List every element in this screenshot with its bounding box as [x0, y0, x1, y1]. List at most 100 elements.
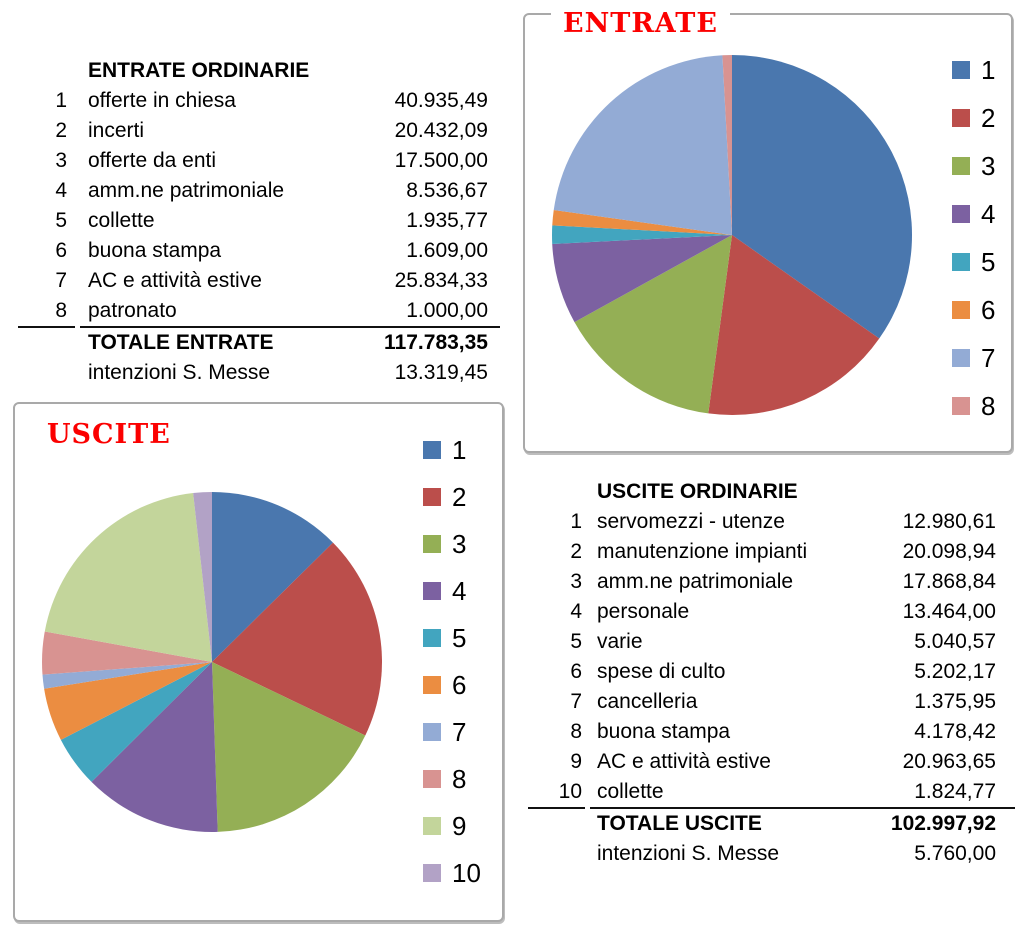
entrate-table-header: ENTRATE ORDINARIE [0, 56, 505, 86]
row-label: offerte in chiesa [88, 89, 236, 112]
uscite-table-divider [528, 807, 1015, 809]
legend-item-1: 1 [952, 55, 995, 85]
entrate-extra-value: 13.319,45 [394, 361, 488, 384]
legend-swatch-icon [952, 397, 970, 415]
legend-label: 6 [981, 294, 996, 325]
legend-item-8: 8 [423, 764, 481, 794]
row-value: 1.609,00 [406, 239, 488, 262]
row-num: 5 [55, 209, 67, 232]
row-label: collette [597, 780, 664, 803]
entrate-extra-row: intenzioni S. Messe 13.319,45 [0, 358, 505, 388]
pie-slice-1 [732, 54, 913, 339]
uscite-pie [42, 492, 383, 832]
row-value: 5.040,57 [914, 630, 996, 653]
row-num: 8 [55, 299, 67, 322]
pie-slice-3 [212, 662, 366, 832]
legend-label: 1 [452, 434, 467, 465]
pie-slice-4 [552, 235, 732, 323]
row-num: 2 [55, 119, 67, 142]
table-row: 6 buona stampa 1.609,00 [0, 236, 505, 266]
row-num: 8 [570, 720, 582, 743]
row-num: 3 [570, 570, 582, 593]
legend-swatch-icon [952, 61, 970, 79]
row-value: 20.963,65 [902, 750, 996, 773]
legend-swatch-icon [952, 205, 970, 223]
table-row: 6 spese di culto 5.202,17 [515, 657, 1015, 687]
row-num: 10 [558, 780, 582, 803]
row-num: 5 [570, 630, 582, 653]
legend-swatch-icon [423, 629, 441, 647]
pie-slice-9 [44, 493, 212, 662]
legend-item-7: 7 [423, 717, 481, 747]
row-label: personale [597, 600, 690, 623]
row-value: 17.868,84 [902, 570, 996, 593]
pie-slice-5 [551, 225, 732, 244]
legend-label: 1 [981, 54, 996, 85]
row-label: cancelleria [597, 690, 698, 713]
legend-label: 3 [981, 150, 996, 181]
pie-slice-10 [193, 492, 212, 662]
row-label: patronato [88, 299, 177, 322]
table-row: 4 personale 13.464,00 [515, 597, 1015, 627]
row-label: collette [88, 209, 155, 232]
row-num: 7 [55, 269, 67, 292]
row-label: incerti [88, 119, 145, 142]
entrate-table-body: 1 offerte in chiesa 40.935,49 2 incerti 20.43… [0, 86, 505, 326]
legend-swatch-icon [423, 770, 441, 788]
legend-swatch-icon [423, 582, 441, 600]
row-value: 1.824,77 [914, 780, 996, 803]
uscite-total-label: TOTALE USCITE [597, 812, 762, 835]
row-value: 40.935,49 [394, 89, 488, 112]
entrate-total-row: TOTALE ENTRATE 117.783,35 [0, 328, 505, 358]
pie-slice-7 [42, 662, 212, 689]
row-value: 13.464,00 [902, 600, 996, 623]
uscite-table: USCITE ORDINARIE 1 servomezzi - utenze 12.… [515, 477, 1015, 869]
legend-item-6: 6 [423, 670, 481, 700]
row-num: 2 [570, 540, 582, 563]
row-value: 12.980,61 [902, 510, 996, 533]
legend-item-6: 6 [952, 295, 995, 325]
table-row: 5 varie 5.040,57 [515, 627, 1015, 657]
legend-item-5: 5 [423, 623, 481, 653]
row-value: 4.178,42 [914, 720, 996, 743]
legend-label: 3 [452, 528, 467, 559]
entrate-table-divider [18, 326, 500, 328]
entrate-legend: 1 2 3 4 5 6 7 8 [952, 55, 995, 421]
table-row: 2 incerti 20.432,09 [0, 116, 505, 146]
legend-item-8: 8 [952, 391, 995, 421]
row-num: 6 [570, 660, 582, 683]
row-label: amm.ne patrimoniale [88, 179, 285, 202]
row-label: amm.ne patrimoniale [597, 570, 794, 593]
legend-swatch-icon [423, 817, 441, 835]
table-row: 7 cancelleria 1.375,95 [515, 687, 1015, 717]
table-row: 5 collette 1.935,77 [0, 206, 505, 236]
uscite-extra-label: intenzioni S. Messe [597, 842, 780, 865]
row-value: 17.500,00 [394, 149, 488, 172]
uscite-extra-value: 5.760,00 [914, 842, 996, 865]
row-num: 6 [55, 239, 67, 262]
legend-swatch-icon [423, 676, 441, 694]
legend-label: 5 [981, 246, 996, 277]
legend-label: 7 [981, 342, 996, 373]
legend-item-7: 7 [952, 343, 995, 373]
entrate-extra-label: intenzioni S. Messe [88, 361, 271, 384]
row-num: 4 [55, 179, 67, 202]
legend-item-3: 3 [952, 151, 995, 181]
legend-label: 2 [981, 102, 996, 133]
legend-swatch-icon [423, 723, 441, 741]
uscite-table-header: USCITE ORDINARIE [515, 477, 1015, 507]
table-row: 9 AC e attività estive 20.963,65 [515, 747, 1015, 777]
legend-label: 8 [981, 390, 996, 421]
table-row: 8 buona stampa 4.178,42 [515, 717, 1015, 747]
uscite-table-title: USCITE ORDINARIE [597, 480, 798, 503]
entrate-chart-title: ENTRATE [551, 2, 730, 38]
entrate-total-value: 117.783,35 [384, 331, 488, 354]
table-row: 1 offerte in chiesa 40.935,49 [0, 86, 505, 116]
uscite-extra-row: intenzioni S. Messe 5.760,00 [515, 839, 1015, 869]
uscite-table-body: 1 servomezzi - utenze 12.980,61 2 manutenzio… [515, 507, 1015, 807]
row-num: 7 [570, 690, 582, 713]
uscite-chart: USCITE 1 2 3 4 5 6 7 8 9 10 [13, 402, 504, 922]
entrate-pie [551, 54, 913, 415]
row-label: offerte da enti [88, 149, 217, 172]
pie-slice-6 [552, 210, 732, 235]
